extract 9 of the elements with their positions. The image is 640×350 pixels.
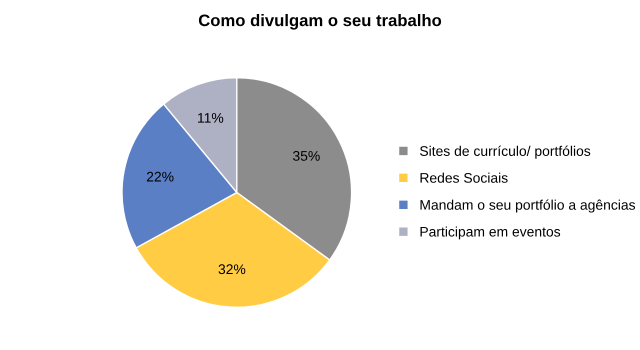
legend-label: Sites de currículo/ portfólios bbox=[420, 146, 590, 159]
legend-label: Redes Sociais bbox=[420, 172, 508, 183]
data-label: 32% bbox=[218, 264, 246, 274]
data-label: 35% bbox=[292, 150, 320, 161]
data-label: 22% bbox=[146, 172, 174, 182]
chart-title: Como divulgam o seu trabalho bbox=[198, 14, 442, 30]
data-label: 11% bbox=[198, 113, 224, 123]
legend-label: Participam em eventos bbox=[420, 226, 560, 240]
legend-label: Mandam o seu portfólio a agências bbox=[420, 199, 636, 213]
